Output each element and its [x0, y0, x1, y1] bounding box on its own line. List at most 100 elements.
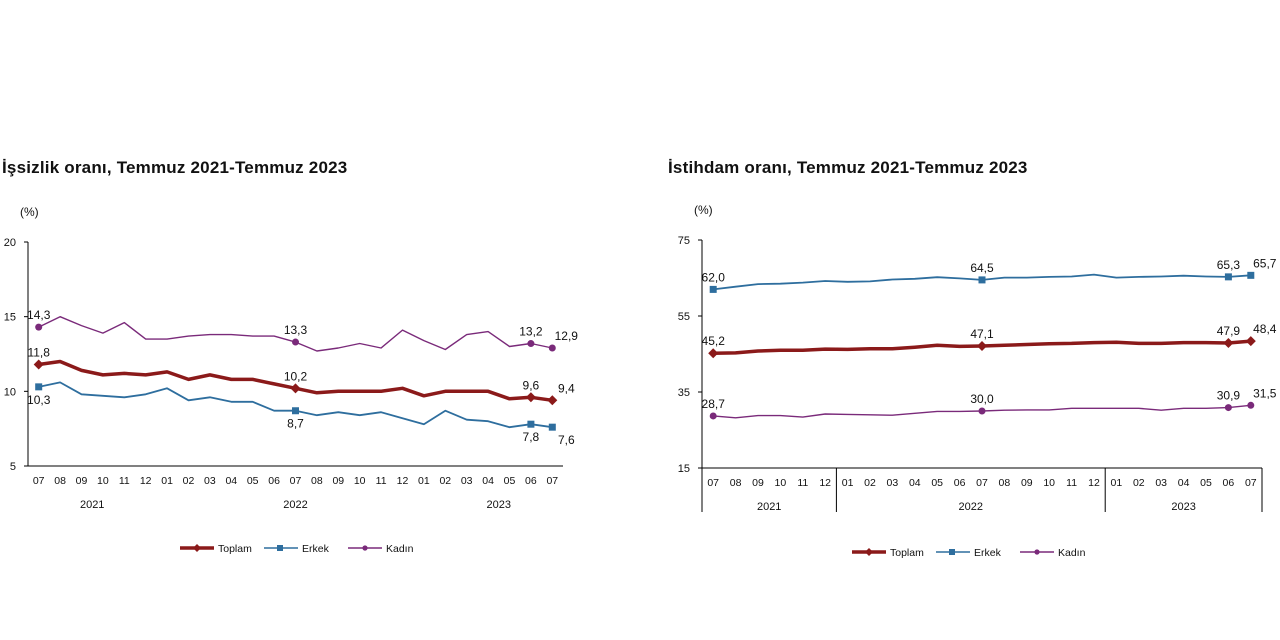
- data-marker-female: [35, 323, 43, 331]
- data-label-total: 47,1: [970, 327, 994, 341]
- data-marker-total: [525, 392, 536, 403]
- year-label: 2022: [283, 499, 307, 511]
- data-marker-female: [292, 338, 299, 346]
- x-tick-label: 08: [54, 475, 66, 487]
- data-marker-male: [548, 423, 556, 431]
- data-marker-female: [709, 412, 717, 420]
- y-tick-label: 5: [10, 461, 16, 473]
- legend-marker-total: [193, 544, 201, 552]
- x-tick-label: 12: [819, 477, 831, 489]
- y-tick-label: 35: [678, 387, 690, 399]
- data-label-male: 7,8: [523, 430, 540, 444]
- x-tick-label: 04: [225, 475, 237, 487]
- data-marker-total: [977, 341, 987, 352]
- data-marker-male: [709, 285, 717, 293]
- data-marker-female: [1224, 404, 1232, 412]
- x-tick-label: 02: [439, 475, 451, 487]
- data-marker-total: [547, 395, 558, 406]
- x-tick-label: 02: [183, 475, 195, 487]
- data-label-male: 65,7: [1253, 256, 1277, 270]
- x-tick-label: 03: [1155, 477, 1167, 489]
- data-label-female: 12,9: [555, 329, 579, 343]
- data-marker-female: [548, 344, 556, 352]
- x-tick-label: 09: [1021, 477, 1033, 489]
- data-marker-total: [1223, 337, 1234, 348]
- data-label-female: 31,5: [1253, 386, 1277, 400]
- data-label-female: 30,9: [1217, 389, 1241, 403]
- data-label-male: 8,7: [287, 417, 304, 431]
- x-tick-label: 07: [33, 475, 45, 487]
- x-tick-label: 10: [354, 475, 366, 487]
- y-tick-label: 20: [4, 237, 16, 249]
- y-tick-label: 55: [678, 311, 690, 323]
- year-label: 2021: [80, 499, 104, 511]
- year-label: 2023: [487, 499, 511, 511]
- x-tick-label: 10: [1043, 477, 1055, 489]
- y-tick-label: 15: [678, 463, 690, 475]
- x-tick-label: 11: [1066, 477, 1077, 489]
- x-tick-label: 07: [1245, 477, 1257, 489]
- data-label-total: 10,2: [284, 369, 308, 383]
- year-label: 2021: [757, 501, 781, 513]
- x-tick-label: 11: [376, 475, 387, 487]
- x-tick-label: 05: [1200, 477, 1212, 489]
- data-marker-male: [978, 276, 986, 284]
- x-tick-label: 04: [909, 477, 921, 489]
- x-tick-label: 01: [161, 475, 173, 487]
- data-marker-male: [527, 420, 535, 428]
- data-marker-female: [978, 407, 986, 415]
- y-axis-unit-label: (%): [694, 203, 713, 217]
- y-tick-label: 75: [678, 235, 690, 247]
- data-marker-total: [1245, 336, 1256, 347]
- x-tick-label: 01: [418, 475, 430, 487]
- x-tick-label: 03: [204, 475, 216, 487]
- data-label-female: 14,3: [27, 308, 51, 322]
- employment-chart: (%) 15 35 55 75 07 08 09 10 11 12 01 02 03 04 05 06 07 08 0…: [678, 203, 1277, 559]
- x-tick-label: 05: [504, 475, 516, 487]
- data-label-total: 9,6: [523, 378, 540, 392]
- x-tick-label: 12: [1088, 477, 1100, 489]
- data-label-male: 62,0: [702, 270, 726, 284]
- x-tick-label: 06: [954, 477, 966, 489]
- x-tick-label: 06: [268, 475, 280, 487]
- x-tick-label: 01: [1111, 477, 1123, 489]
- legend-label-female: Kadın: [1058, 547, 1086, 559]
- x-tick-label: 03: [887, 477, 899, 489]
- data-marker-total: [290, 383, 301, 394]
- unemployment-chart-title: İşsizlik oranı, Temmuz 2021-Temmuz 2023: [2, 158, 348, 177]
- employment-chart-panel: İstihdam oranı, Temmuz 2021-Temmuz 2023 …: [640, 0, 1280, 640]
- y-tick-label: 15: [4, 312, 16, 324]
- x-tick-label: 07: [290, 475, 302, 487]
- data-label-total: 48,4: [1253, 322, 1277, 336]
- legend-marker-male: [949, 549, 955, 555]
- data-marker-male: [1224, 273, 1232, 281]
- legend-marker-total: [865, 548, 873, 556]
- x-tick-label: 07: [707, 477, 719, 489]
- x-tick-label: 05: [931, 477, 943, 489]
- x-tick-label: 07: [546, 475, 558, 487]
- x-tick-label: 09: [752, 477, 764, 489]
- x-tick-label: 08: [999, 477, 1011, 489]
- x-tick-label: 11: [797, 477, 808, 489]
- legend-label-total: Toplam: [218, 543, 252, 555]
- data-marker-male: [292, 407, 299, 415]
- data-label-male: 65,3: [1217, 258, 1241, 272]
- year-label: 2023: [1171, 501, 1195, 513]
- x-tick-label: 10: [775, 477, 787, 489]
- data-label-male: 7,6: [558, 433, 575, 447]
- data-marker-female: [527, 340, 535, 348]
- y-tick-label: 10: [4, 386, 16, 398]
- data-label-female: 28,7: [702, 397, 726, 411]
- data-marker-female: [1247, 401, 1255, 409]
- data-label-female: 13,2: [519, 325, 543, 339]
- data-label-male: 10,3: [27, 393, 51, 407]
- data-label-total: 47,9: [1217, 324, 1241, 338]
- employment-chart-title: İstihdam oranı, Temmuz 2021-Temmuz 2023: [668, 158, 1028, 177]
- x-tick-label: 04: [1178, 477, 1190, 489]
- x-tick-label: 02: [864, 477, 876, 489]
- data-label-total: 11,8: [27, 345, 50, 359]
- x-tick-label: 06: [525, 475, 537, 487]
- x-tick-label: 06: [1223, 477, 1235, 489]
- data-marker-male: [35, 383, 43, 391]
- x-tick-label: 12: [140, 475, 152, 487]
